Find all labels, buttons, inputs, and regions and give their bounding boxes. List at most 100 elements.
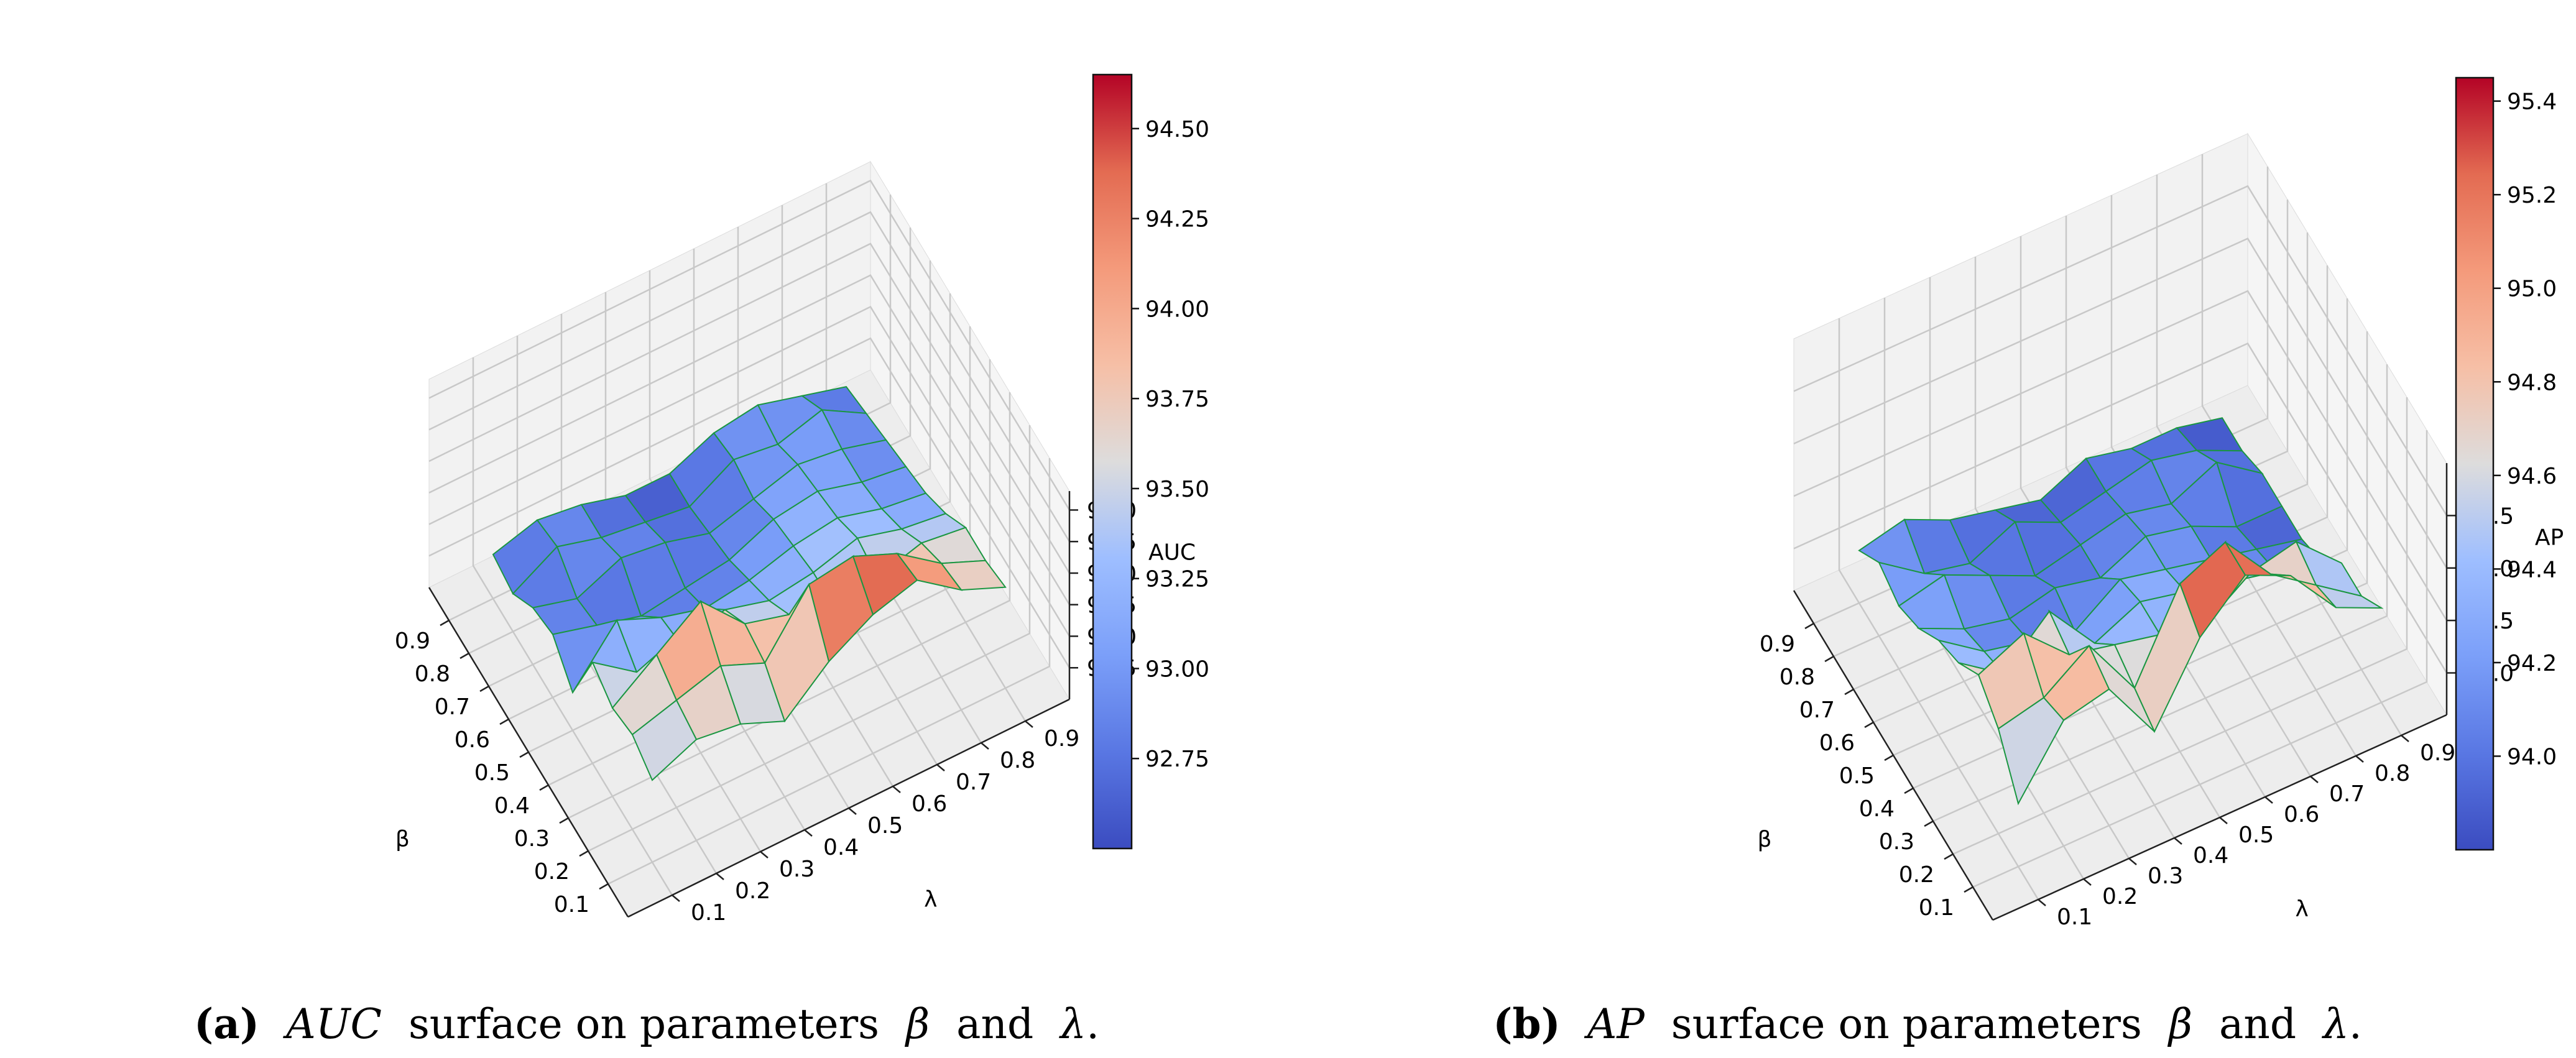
colorbar-tick-label: 93.25 <box>1145 567 1209 592</box>
colorbar-tick-label: 94.2 <box>2507 651 2557 676</box>
x-tick-mark <box>1964 886 1974 893</box>
colorbar-tick-label: 93.50 <box>1145 477 1209 502</box>
x-tick-label: 0.3 <box>1879 829 1914 855</box>
grid-line-z <box>1793 290 2448 621</box>
x-tick-label: 0.1 <box>554 892 589 918</box>
y-tick-mark <box>2264 796 2273 804</box>
grid-line-z <box>1793 237 2448 569</box>
y-tick-label: 0.3 <box>2148 863 2183 889</box>
y-tick-label: 0.2 <box>2102 884 2138 909</box>
y-tick-label: 0.6 <box>2284 802 2319 827</box>
y-axis-label: λ <box>924 886 937 912</box>
grid-line-y <box>2065 216 2266 798</box>
x-tick-label: 0.2 <box>534 859 570 885</box>
grid-line-z <box>428 305 1071 637</box>
y-tick-mark <box>2174 837 2182 845</box>
caption-a: (a) AUC surface on parameters β and λ. <box>194 1000 1099 1048</box>
y-axis-label: λ <box>2296 896 2309 922</box>
auc-surface-panel: 0.1 0.2 0.3 0.4 0.5 0.6 0.7 0.8 0.9 0.1 0.2 0.3 0.4 0… <box>395 73 1209 926</box>
ap-surface-panel: 0.1 0.2 0.3 0.4 0.5 0.6 0.7 0.8 0.9 0.1 0.2 0.3 0.4 0… <box>1758 76 2564 930</box>
y-tick-label: 0.2 <box>735 878 770 904</box>
y-tick-label: 0.3 <box>779 857 815 882</box>
grid-line-y <box>2156 175 2357 757</box>
grid-line-x <box>1952 397 2408 855</box>
caption-a-metric: AUC <box>282 1000 382 1048</box>
caption-b-label: (b) <box>1493 1000 1561 1048</box>
x-tick-mark <box>1904 787 1914 794</box>
y-tick-mark <box>848 807 857 815</box>
colorbar-tick-label: 94.4 <box>2507 557 2557 582</box>
colorbar-gradient <box>1092 73 1133 850</box>
y-tick-label: 0.1 <box>691 900 726 926</box>
caption-b-text: (b) AP surface on parameters β and λ. <box>1493 1000 2362 1048</box>
y-tick-label: 0.1 <box>2057 904 2092 930</box>
y-tick-label: 0.9 <box>1044 726 1079 752</box>
grid-line-z <box>1793 185 2448 517</box>
x-tick-mark <box>479 685 489 692</box>
colorbar: 94.0 94.2 94.4 94.6 94.8 95.0 95.2 95.4 <box>2455 76 2557 851</box>
y-tick-label: 0.7 <box>956 770 991 795</box>
x-tick-mark <box>579 850 589 857</box>
y-tick-mark <box>2219 817 2228 824</box>
x-tick-label: 0.5 <box>1839 763 1875 789</box>
y-tick-mark <box>2038 899 2046 906</box>
grid-line-y <box>1838 318 2039 900</box>
x-tick-mark <box>1924 820 1934 827</box>
surface-facet <box>1997 697 2065 806</box>
x-tick-label: 0.8 <box>415 661 450 687</box>
x-tick-mark <box>499 718 509 725</box>
x-tick-mark <box>539 784 549 791</box>
grid-line-x <box>588 425 1031 852</box>
caption-b-lambda: λ <box>2321 1000 2349 1048</box>
y-tick-label: 0.4 <box>2193 843 2228 868</box>
x-tick-label: 0.3 <box>514 826 550 852</box>
surface <box>492 385 1007 781</box>
x-tick-label: 0.4 <box>494 793 530 819</box>
x-tick-label: 0.9 <box>1760 632 1795 657</box>
grid-line-y <box>1974 257 2176 839</box>
y-tick-label: 0.8 <box>2375 761 2410 786</box>
caption-b: (b) AP surface on parameters β and λ. <box>1493 1000 2362 1048</box>
y-tick-label: 0.5 <box>867 813 903 839</box>
x-tick-mark <box>519 751 529 758</box>
grid-line-y <box>2110 195 2312 777</box>
x-axis-label: β <box>1758 827 1772 852</box>
caption-a-beta: β <box>904 1000 930 1048</box>
colorbar-tick-label: 94.25 <box>1145 207 1209 232</box>
caption-a-text: (a) AUC surface on parameters β and λ. <box>194 1000 1099 1048</box>
y-tick-label: 0.6 <box>912 791 947 817</box>
x-tick-label: 0.6 <box>1819 730 1855 756</box>
colorbar-tick-label: 95.4 <box>2507 90 2557 115</box>
colorbar-tick-label: 95.0 <box>2507 277 2557 302</box>
x-tick-mark <box>1804 622 1814 630</box>
x-tick-label: 0.5 <box>474 760 510 786</box>
x-tick-label: 0.7 <box>435 694 470 720</box>
y-tick-label: 0.5 <box>2238 822 2274 848</box>
grid-line-z <box>1793 342 2448 674</box>
y-tick-label: 0.9 <box>2420 740 2455 766</box>
caption-b-metric: AP <box>1584 1000 1646 1048</box>
caption-a-label: (a) <box>194 1000 259 1048</box>
x-tick-label: 0.2 <box>1899 862 1934 888</box>
colorbar-tick-label: 92.75 <box>1145 747 1209 772</box>
grid-line-x <box>1972 430 2428 888</box>
x-tick-label: 0.4 <box>1859 796 1895 822</box>
grid-line-z <box>428 337 1071 668</box>
surface <box>1858 417 2384 806</box>
colorbar-tick-label: 94.8 <box>2507 370 2557 395</box>
grid-line-z <box>428 274 1071 605</box>
y-tick-mark <box>936 764 945 771</box>
y-tick-mark <box>804 829 813 837</box>
colorbar-tick-label: 93.75 <box>1145 387 1209 412</box>
y-tick-mark <box>2083 878 2092 886</box>
grid-line-x <box>607 458 1051 885</box>
y-tick-mark <box>716 873 724 880</box>
x-tick-mark <box>1824 655 1834 663</box>
colorbar-tick-label: 94.6 <box>2507 464 2557 489</box>
colorbar-tick-label: 95.2 <box>2507 183 2557 208</box>
colorbar: 92.75 93.00 93.25 93.50 93.75 94.00 94.25 94.50 <box>1092 73 1209 850</box>
caption-a-body: surface on parameters <box>409 1000 879 1048</box>
y-tick-mark <box>1025 720 1033 728</box>
grid-line-z <box>428 179 1071 511</box>
